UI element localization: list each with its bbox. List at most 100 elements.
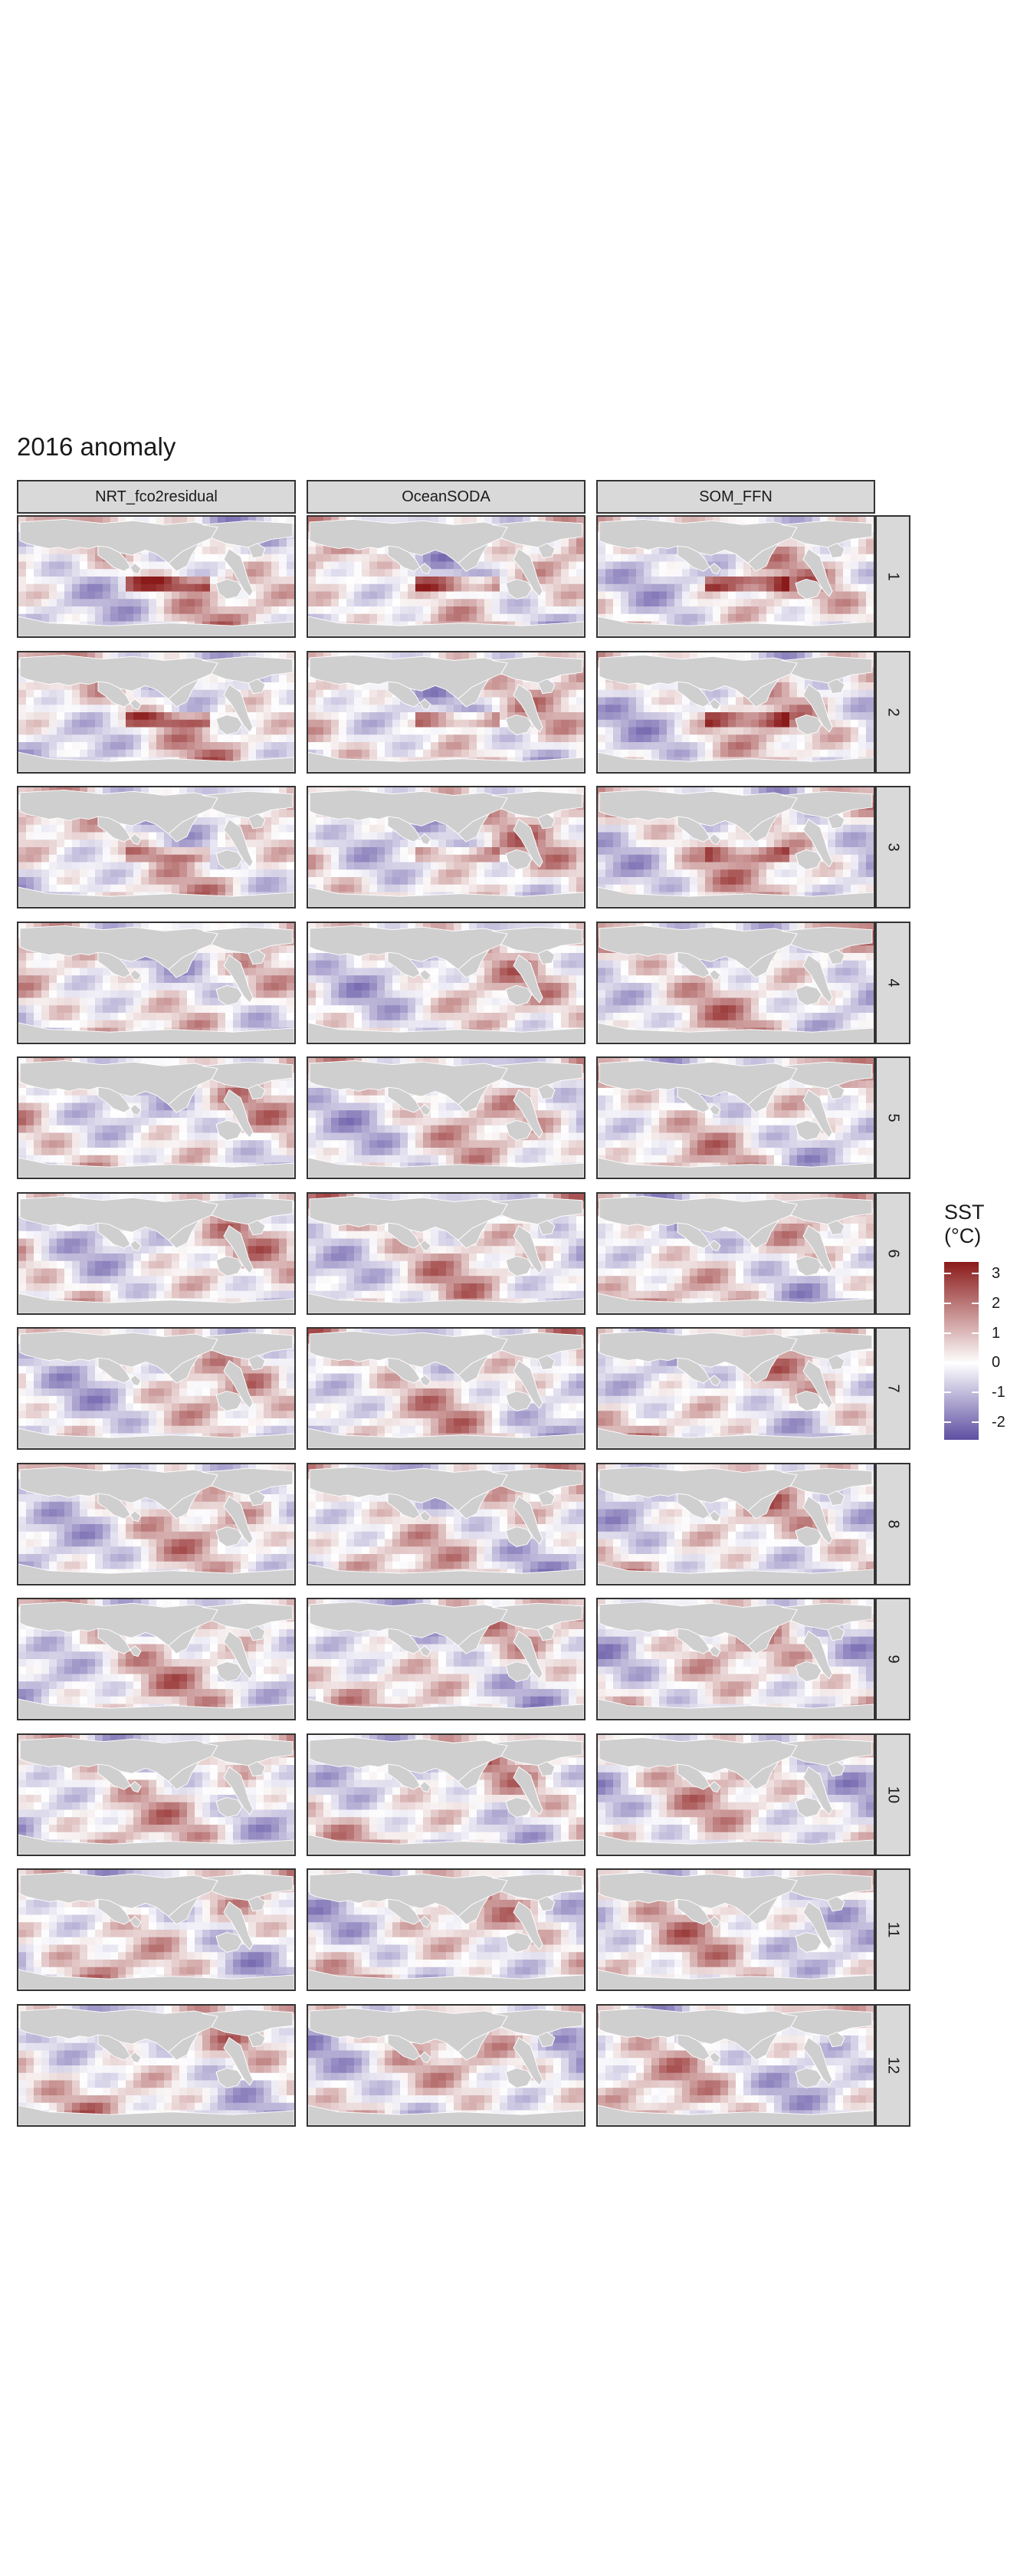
anomaly-cell [561, 599, 569, 607]
anomaly-cell [530, 613, 539, 622]
map-panel [17, 650, 296, 774]
anomaly-cell [797, 674, 805, 682]
anomaly-cell [279, 862, 287, 870]
anomaly-cell [820, 727, 828, 735]
anomaly-cell [80, 606, 88, 615]
anomaly-cell [103, 741, 111, 750]
anomaly-cell [843, 840, 851, 848]
anomaly-cell [682, 704, 690, 712]
anomaly-cell [797, 704, 805, 712]
anomaly-cell [828, 591, 836, 600]
anomaly-cell [339, 727, 347, 735]
anomaly-cell [195, 569, 203, 577]
anomaly-cell [423, 719, 431, 728]
anomaly-cell [41, 869, 50, 878]
anomaly-cell [331, 613, 340, 622]
anomaly-cell [354, 727, 362, 735]
anomaly-cell [500, 749, 508, 757]
anomaly-cell [523, 734, 531, 742]
anomaly-cell [546, 832, 554, 840]
anomaly-cell [797, 554, 805, 562]
anomaly-cell [308, 517, 317, 525]
anomaly-cell [546, 749, 554, 757]
anomaly-cell [72, 599, 80, 607]
anomaly-cell [287, 884, 294, 892]
anomaly-cell [576, 719, 584, 728]
anomaly-cell [34, 817, 42, 826]
anomaly-cell [454, 577, 462, 585]
anomaly-cell [523, 547, 531, 555]
anomaly-cell [866, 704, 874, 712]
anomaly-cell [241, 561, 249, 570]
anomaly-cell [195, 749, 203, 757]
anomaly-cell [835, 613, 844, 622]
anomaly-cell [561, 869, 569, 878]
anomaly-cell [828, 577, 836, 585]
anomaly-cell [553, 840, 562, 848]
anomaly-cell [87, 734, 96, 742]
anomaly-cell [613, 682, 622, 690]
anomaly-cell [538, 554, 546, 562]
anomaly-cell [225, 613, 234, 622]
anomaly-cell [644, 711, 652, 720]
anomaly-cell [500, 599, 508, 607]
anomaly-cell [41, 583, 50, 592]
anomaly-cell [674, 734, 683, 742]
anomaly-cell [354, 591, 362, 600]
anomaly-cell [210, 719, 218, 728]
anomaly-cell [218, 561, 226, 570]
anomaly-cell [218, 539, 226, 547]
anomaly-cell [133, 734, 142, 742]
anomaly-cell [431, 517, 439, 525]
anomaly-cell [682, 569, 690, 577]
anomaly-cell [569, 652, 577, 660]
anomaly-cell [64, 862, 73, 870]
anomaly-cell [782, 749, 790, 757]
anomaly-cell [179, 577, 188, 585]
anomaly-cell [264, 697, 272, 705]
anomaly-cell [461, 606, 470, 615]
anomaly-cell [164, 583, 172, 592]
anomaly-cell [651, 749, 660, 757]
anomaly-cell [546, 577, 554, 585]
anomaly-cell [667, 704, 675, 712]
anomaly-cell [179, 591, 188, 600]
anomaly-cell [507, 599, 516, 607]
anomaly-cell [438, 824, 447, 833]
anomaly-cell [308, 652, 317, 660]
land-mass [97, 816, 131, 843]
anomaly-cell [469, 599, 477, 607]
anomaly-cell [331, 734, 340, 742]
anomaly-cell [507, 704, 516, 712]
anomaly-cell [233, 577, 241, 585]
anomaly-cell [538, 704, 546, 712]
anomaly-cell [605, 682, 614, 690]
anomaly-cell [377, 877, 385, 886]
anomaly-cell [149, 847, 157, 856]
anomaly-cell [279, 884, 287, 892]
anomaly-cell [843, 606, 851, 615]
anomaly-cell [369, 613, 378, 622]
anomaly-cell [80, 682, 88, 690]
anomaly-cell [133, 577, 142, 585]
anomaly-cell [316, 824, 324, 833]
anomaly-cell [49, 734, 57, 742]
anomaly-cell [851, 689, 859, 698]
anomaly-cell [156, 704, 165, 712]
anomaly-cell [400, 606, 408, 615]
anomaly-cell [523, 787, 531, 796]
anomaly-cell [141, 613, 149, 622]
anomaly-cell [95, 652, 103, 660]
land-mass [802, 547, 833, 597]
land-mass [130, 563, 142, 575]
anomaly-cell [759, 734, 767, 742]
anomaly-cell [408, 884, 416, 892]
anomaly-cell [569, 613, 577, 622]
anomaly-cell [446, 787, 454, 796]
anomaly-cell [34, 606, 42, 615]
anomaly-cell [264, 711, 272, 720]
anomaly-cell [95, 787, 103, 796]
anomaly-cell [751, 652, 759, 660]
anomaly-cell [271, 517, 280, 525]
anomaly-cell [774, 734, 782, 742]
